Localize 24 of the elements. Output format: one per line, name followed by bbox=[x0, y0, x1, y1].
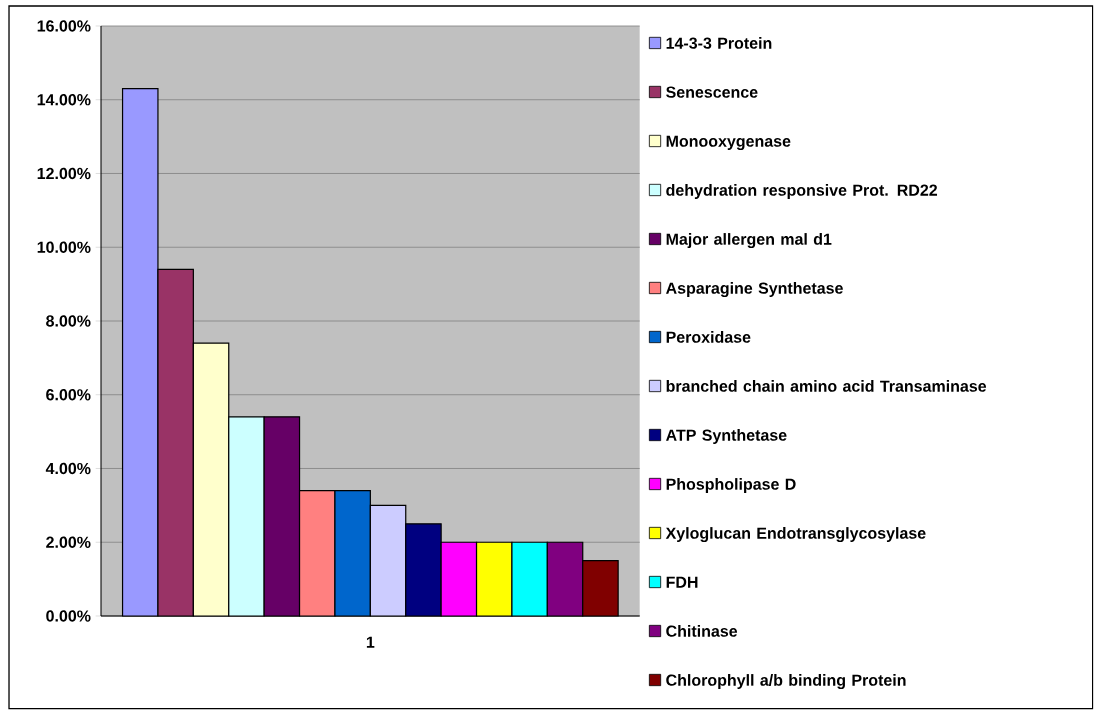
legend-label: Phospholipase D bbox=[666, 478, 796, 493]
y-tick-label: 4.00% bbox=[45, 462, 91, 475]
y-tick-label: 8.00% bbox=[46, 315, 91, 327]
y-tick-label: 12.00% bbox=[37, 167, 91, 180]
y-tick-label: 10.00% bbox=[37, 241, 91, 253]
y-tick-label: 2.00% bbox=[46, 536, 91, 548]
legend-label: Chlorophyll a/b binding Protein bbox=[666, 674, 906, 690]
legend-label: Monooxygenase bbox=[666, 135, 791, 151]
y-tick-label: 0.00% bbox=[46, 610, 91, 622]
legend-label: Major allergen mal d1 bbox=[666, 233, 832, 249]
legend-label: Peroxidase bbox=[666, 331, 751, 343]
legend-label: Chitinase bbox=[666, 625, 738, 637]
legend-label: branched chain amino acid Transaminase bbox=[666, 380, 987, 392]
legend-label: dehydration responsive Prot. RD22 bbox=[666, 184, 938, 199]
legend-label: Asparagine Synthetase bbox=[666, 282, 843, 298]
y-tick-label: 6.00% bbox=[46, 389, 91, 401]
legend-label: 14-3-3 Protein bbox=[666, 37, 772, 49]
legend-label: FDH bbox=[666, 576, 698, 588]
y-tick-label: 14.00% bbox=[37, 94, 91, 106]
x-tick-label: 1 bbox=[366, 636, 375, 648]
y-tick-label: 16.00% bbox=[37, 20, 91, 32]
legend-label: ATP Synthetase bbox=[666, 429, 787, 444]
legend-label: Xyloglucan Endotransglycosylase bbox=[665, 527, 926, 543]
legend-label: Senescence bbox=[666, 86, 758, 98]
